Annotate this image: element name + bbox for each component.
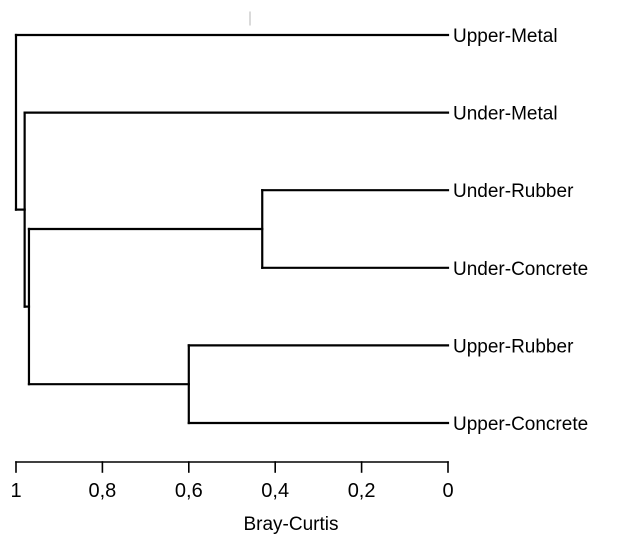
leaf-labels: Upper-Metal Under-Metal Under-Rubber Under-… [453, 26, 588, 435]
x-tick-label-0-6: 0,6 [175, 480, 203, 502]
x-tick-label-1: 1 [10, 480, 21, 502]
dendrogram-branches [14, 33, 450, 425]
leaf-label-under-metal: Under-Metal [453, 104, 558, 125]
x-tick-label-0-4: 0,4 [261, 480, 289, 502]
leaf-label-upper-concrete: Upper-Concrete [453, 414, 588, 435]
x-tick-label-0-2: 0,2 [348, 480, 376, 502]
x-tick-label-0: 0 [442, 480, 453, 502]
x-axis: 1 0,8 0,6 0,4 0,2 0 [10, 461, 454, 502]
leaf-label-upper-metal: Upper-Metal [453, 26, 558, 47]
leaf-label-under-rubber: Under-Rubber [453, 181, 574, 202]
x-axis-title: Bray-Curtis [243, 514, 338, 535]
x-tick-label-0-8: 0,8 [88, 480, 116, 502]
leaf-label-upper-rubber: Upper-Rubber [453, 336, 574, 357]
leaf-label-under-concrete: Under-Concrete [453, 259, 588, 280]
